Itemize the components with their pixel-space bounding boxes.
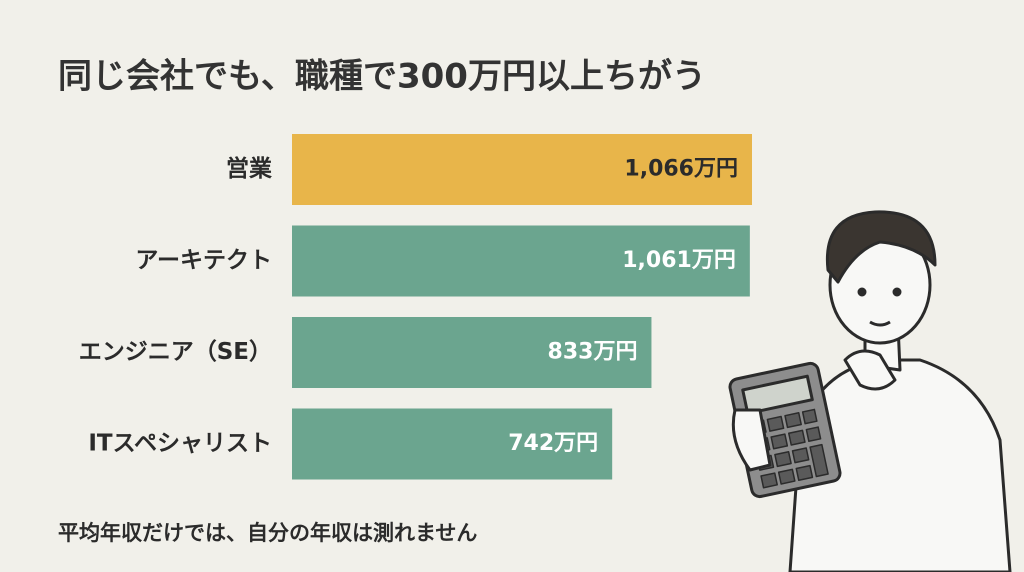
value-label: 1,061万円 xyxy=(622,248,736,273)
category-label: アーキテクト xyxy=(135,248,272,274)
value-label: 1,066万円 xyxy=(624,157,738,182)
category-label: 営業 xyxy=(226,155,273,182)
chart-title: 同じ会社でも、職種で300万円以上ちがう xyxy=(58,57,706,97)
value-label: 833万円 xyxy=(548,340,638,365)
bar xyxy=(292,134,752,205)
category-label: ITスペシャリスト xyxy=(88,431,272,457)
bar xyxy=(292,408,613,480)
footnote: 平均年収だけでは、自分の年収は測れません xyxy=(58,521,477,545)
bar xyxy=(292,225,750,297)
category-label: エンジニア（SE） xyxy=(79,338,272,365)
bar xyxy=(292,317,652,388)
value-label: 742万円 xyxy=(508,431,598,456)
person-illustration xyxy=(728,210,1012,572)
